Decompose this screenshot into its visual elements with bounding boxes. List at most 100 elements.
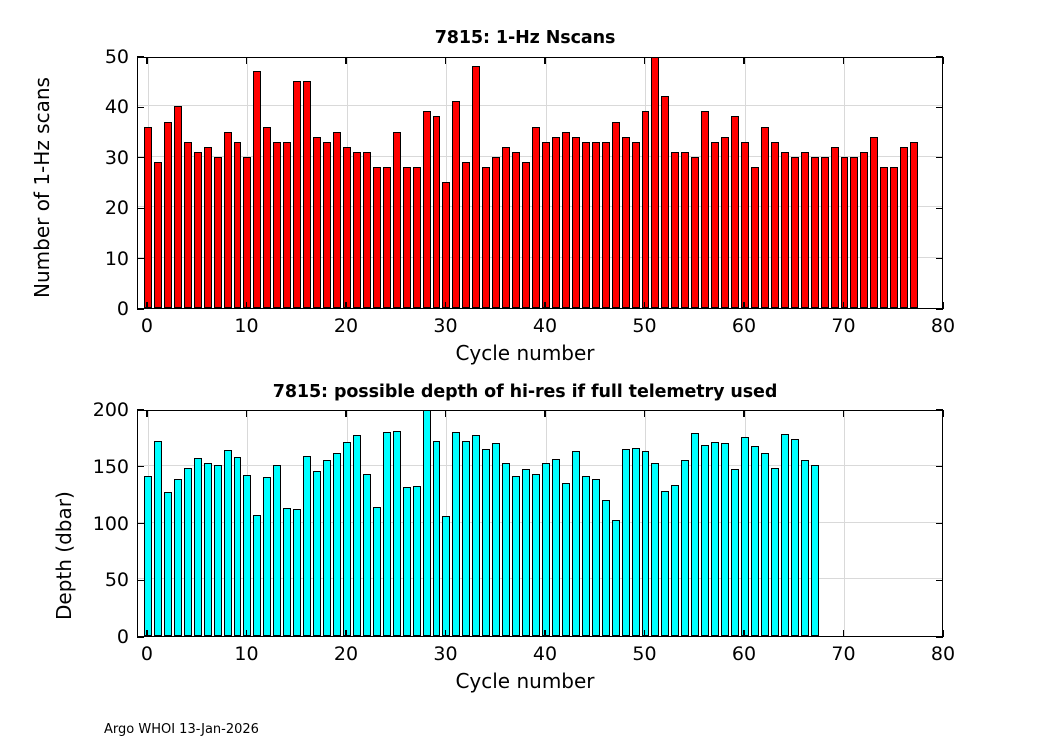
y-axis-label-depth: Depth (dbar) [52, 491, 76, 620]
x-tick-mark [842, 302, 845, 309]
x-tick-mark [444, 302, 447, 309]
y-tick-mark [936, 466, 943, 468]
bar [551, 458, 560, 636]
gridline-horizontal [138, 521, 942, 523]
bar [173, 106, 182, 308]
bar [760, 126, 769, 308]
bar [372, 506, 381, 636]
bar [253, 71, 262, 308]
bar [492, 443, 501, 636]
bar [691, 156, 700, 308]
bar [263, 126, 272, 308]
bar [810, 464, 819, 636]
gridline-horizontal [138, 464, 942, 466]
x-tick-mark [643, 57, 646, 64]
bar [651, 463, 660, 636]
x-tick-label: 50 [632, 643, 657, 665]
x-tick-label: 40 [532, 643, 558, 665]
bar [143, 475, 152, 636]
bar [193, 151, 202, 308]
x-tick-label: 80 [930, 315, 956, 337]
bar [741, 141, 749, 308]
x-tick-mark [643, 302, 646, 309]
bar [631, 447, 640, 636]
y-tick-mark [936, 157, 943, 159]
x-tick-label: 60 [731, 315, 757, 337]
bar [333, 131, 341, 308]
x-tick-mark [146, 630, 148, 637]
x-axis-label-depth: Cycle number [455, 669, 595, 693]
bar [243, 156, 252, 308]
bar [193, 457, 202, 636]
bar [731, 116, 739, 308]
gridline-horizontal [138, 256, 942, 258]
bar [760, 453, 769, 636]
y-tick-label: 50 [104, 46, 129, 68]
x-tick-label: 70 [831, 643, 856, 665]
x-tick-mark [245, 57, 248, 64]
bar [273, 141, 282, 308]
y-tick-mark [137, 308, 144, 310]
x-tick-mark [643, 410, 646, 417]
x-tick-mark [544, 630, 546, 637]
bar [492, 156, 501, 308]
bar [442, 515, 451, 636]
y-tick-mark [137, 56, 144, 58]
y-tick-mark [137, 106, 144, 108]
y-tick-mark [137, 207, 144, 209]
y-tick-mark [137, 258, 144, 260]
y-tick-mark [936, 308, 943, 310]
bar [163, 491, 172, 636]
bar [283, 141, 292, 308]
bar [482, 448, 491, 636]
bar [800, 460, 809, 636]
bar [223, 131, 232, 308]
bar [143, 126, 152, 308]
bar [641, 111, 650, 308]
bar [412, 166, 421, 308]
chart-depth: 7815: possible depth of hi-res if full t… [0, 370, 1050, 750]
bar [561, 131, 570, 308]
bar [591, 479, 600, 636]
bar [512, 151, 521, 308]
bar [323, 460, 332, 636]
bar [541, 141, 550, 308]
bar [293, 508, 302, 636]
x-tick-mark [743, 410, 745, 417]
bar [681, 460, 690, 636]
x-tick-mark [345, 302, 347, 309]
y-tick-mark [936, 522, 943, 525]
bar [601, 499, 610, 636]
bar [571, 136, 580, 308]
y-tick-mark [936, 207, 943, 209]
y-tick-label: 40 [104, 96, 129, 119]
bar [273, 464, 282, 636]
y-tick-mark [936, 409, 943, 411]
x-tick-mark [245, 410, 248, 417]
bar [741, 437, 749, 636]
bar [790, 156, 799, 308]
bar [890, 166, 899, 308]
y-tick-label: 150 [92, 455, 129, 478]
bar [183, 141, 192, 308]
x-tick-mark [544, 302, 546, 309]
bar [402, 166, 411, 308]
bar [243, 474, 252, 636]
x-tick-label: 30 [433, 315, 458, 337]
bar [163, 121, 172, 308]
bar [263, 477, 272, 636]
x-tick-mark [743, 302, 745, 309]
bar [780, 433, 789, 636]
bar [830, 146, 839, 308]
x-tick-mark [444, 57, 447, 64]
bar [661, 490, 670, 636]
bar [422, 111, 431, 308]
bar [173, 479, 182, 636]
bar [422, 411, 431, 636]
bar [382, 431, 391, 636]
bar [452, 101, 461, 308]
bar [701, 445, 710, 636]
y-tick-label: 20 [104, 197, 129, 220]
bar [860, 151, 869, 308]
bar [442, 182, 451, 308]
